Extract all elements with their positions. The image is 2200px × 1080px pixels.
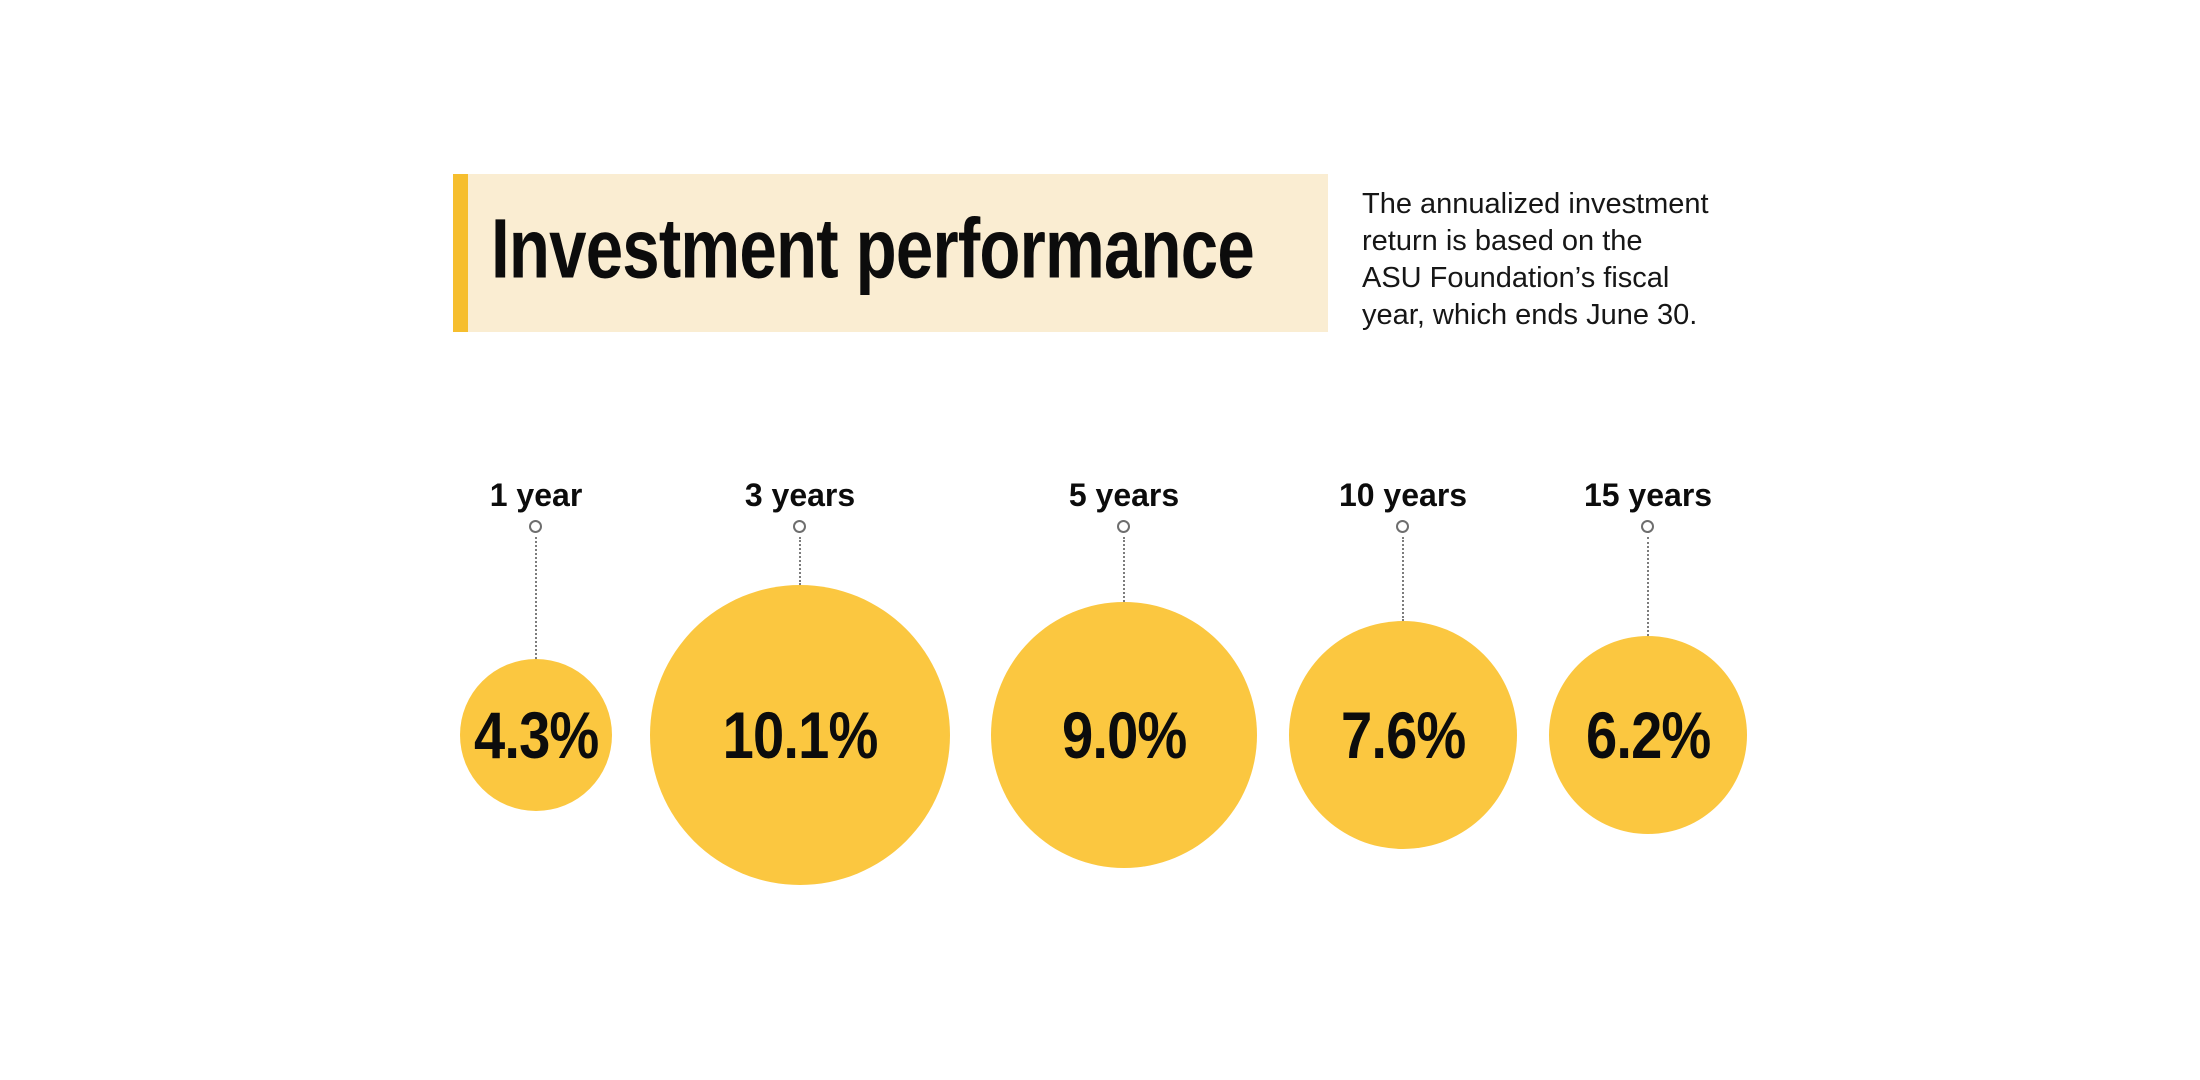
- connector-dot-icon: [1396, 520, 1409, 533]
- value-bubble: 9.0%: [991, 602, 1257, 868]
- period-label: 15 years: [1583, 477, 1713, 513]
- period-label: 5 years: [1068, 477, 1180, 513]
- period-label: 10 years: [1338, 477, 1468, 513]
- period-label: 1 year: [489, 477, 583, 513]
- chart-title: Investment performance: [491, 201, 1255, 296]
- value-label: 10.1%: [722, 698, 879, 772]
- value-bubble: 4.3%: [460, 659, 612, 811]
- value-label: 7.6%: [1340, 698, 1466, 772]
- value-label: 9.0%: [1061, 698, 1187, 772]
- connector-line: [1123, 537, 1125, 602]
- value-bubble: 10.1%: [650, 585, 950, 885]
- value-label: 6.2%: [1585, 698, 1711, 772]
- value-bubble: 7.6%: [1289, 621, 1517, 849]
- connector-dot-icon: [793, 520, 806, 533]
- connector-line: [1402, 537, 1404, 621]
- chart-note: The annualized investment return is base…: [1362, 188, 1709, 331]
- value-label: 4.3%: [473, 698, 599, 772]
- header-band: Investment performance: [453, 174, 1328, 332]
- connector-line: [1647, 537, 1649, 636]
- connector-line: [799, 537, 801, 585]
- period-label: 3 years: [744, 477, 856, 513]
- connector-line: [535, 537, 537, 659]
- connector-dot-icon: [1117, 520, 1130, 533]
- accent-bar: [453, 174, 468, 332]
- value-bubble: 6.2%: [1549, 636, 1747, 834]
- connector-dot-icon: [529, 520, 542, 533]
- connector-dot-icon: [1641, 520, 1654, 533]
